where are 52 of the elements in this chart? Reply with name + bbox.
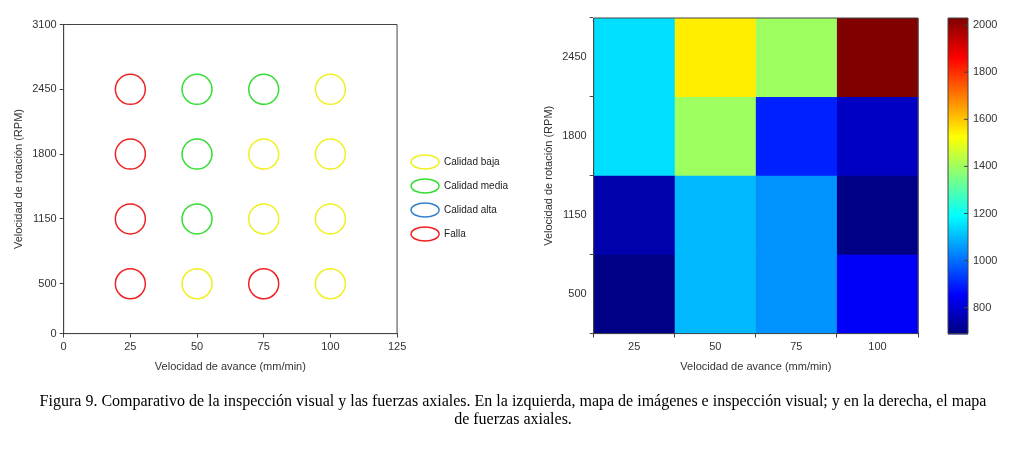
- text: Figura 9. Comparativo de la inspección visual y las fuerzas axiales. En la izquierda, mapa de imágenes e inspección visual; y en la derecha, el mapa de fuerzas axiales.: [38, 392, 988, 428]
- y-tick-label: 1150: [33, 211, 57, 224]
- point: [314, 203, 347, 235]
- y-tick-label: 2450: [562, 50, 587, 63]
- y-axis-title: Velocidad de rotación (RPM): [541, 105, 554, 246]
- y-tick-label: 500: [38, 276, 57, 289]
- color-bar-label: 1600: [973, 112, 998, 125]
- legend-label: Calidad baja: [444, 155, 501, 167]
- x-tick-label: 25: [124, 340, 137, 353]
- x-tick-label: 75: [790, 340, 803, 353]
- color-bar-label: 800: [973, 300, 992, 313]
- legend-label: Calidad alta: [444, 203, 498, 215]
- color-bar-label: 1800: [973, 65, 998, 78]
- point: [314, 268, 347, 300]
- x-tick-label: 125: [387, 340, 407, 353]
- point: [247, 73, 280, 106]
- color-bar-label: 1400: [973, 159, 998, 172]
- y-tick-label: 1800: [562, 129, 587, 142]
- y-tick-label: 1800: [32, 147, 57, 160]
- x-tick-label: 25: [628, 340, 641, 353]
- x-axis-title: Velocidad de avance (mm/min): [680, 360, 832, 373]
- point: [181, 268, 213, 300]
- x-tick-label: 100: [868, 340, 887, 353]
- y-axis-title: Velocidad de rotación (RPM): [11, 109, 24, 250]
- y-tick-label: 1150: [563, 208, 587, 221]
- y-tick-label: 0: [50, 326, 57, 339]
- x-tick-label: 0: [60, 340, 67, 353]
- point: [181, 203, 213, 235]
- x-tick-label: 50: [709, 340, 722, 353]
- point: [114, 73, 147, 106]
- x-axis-title: Velocidad de avance (mm/min): [154, 360, 306, 373]
- point: [181, 138, 213, 170]
- legend-label: Falla: [444, 227, 467, 239]
- color-bar-label: 1000: [973, 253, 998, 266]
- point: [247, 268, 280, 300]
- point: [114, 203, 147, 235]
- x-tick-label: 50: [190, 340, 204, 353]
- point: [114, 268, 147, 300]
- x-tick-label: 100: [321, 340, 340, 353]
- point: [114, 138, 147, 170]
- color-bar-label: 1200: [973, 206, 998, 219]
- legend-label: Calidad media: [444, 179, 509, 191]
- y-tick-label: 500: [568, 287, 587, 300]
- point: [314, 73, 347, 106]
- x-tick-label: 75: [257, 340, 270, 353]
- point: [181, 73, 213, 106]
- y-tick-label: 2450: [32, 82, 57, 95]
- point: [247, 203, 280, 235]
- point: [247, 138, 280, 170]
- y-tick-label: 3100: [32, 17, 57, 30]
- color-bar-label: 2000: [973, 18, 998, 31]
- point: [314, 138, 347, 170]
